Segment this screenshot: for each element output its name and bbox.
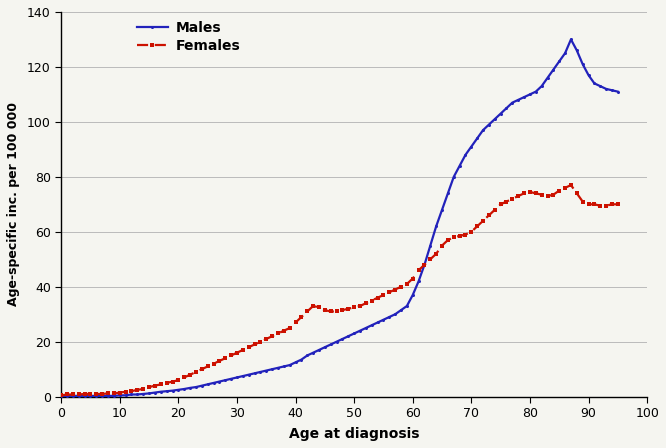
Females bbox=[215, 358, 223, 364]
Line: Females: Females bbox=[60, 184, 619, 397]
Y-axis label: Age-specific inc. per 100 000: Age-specific inc. per 100 000 bbox=[7, 102, 20, 306]
Females bbox=[298, 314, 306, 320]
Females bbox=[338, 307, 346, 313]
Males bbox=[614, 89, 622, 95]
Males bbox=[573, 48, 581, 53]
Males bbox=[298, 357, 306, 362]
Females bbox=[573, 191, 581, 196]
Males bbox=[215, 379, 223, 384]
Females bbox=[356, 303, 364, 309]
Legend: Males, Females: Males, Females bbox=[131, 16, 246, 58]
Males bbox=[57, 393, 65, 399]
Line: Males: Males bbox=[60, 38, 619, 397]
Males bbox=[338, 336, 346, 342]
Females bbox=[57, 392, 65, 398]
Males bbox=[133, 392, 141, 397]
Females bbox=[567, 182, 575, 188]
X-axis label: Age at diagnosis: Age at diagnosis bbox=[289, 427, 420, 441]
Females bbox=[614, 202, 622, 207]
Females bbox=[133, 387, 141, 392]
Males bbox=[567, 37, 575, 42]
Males bbox=[356, 328, 364, 333]
